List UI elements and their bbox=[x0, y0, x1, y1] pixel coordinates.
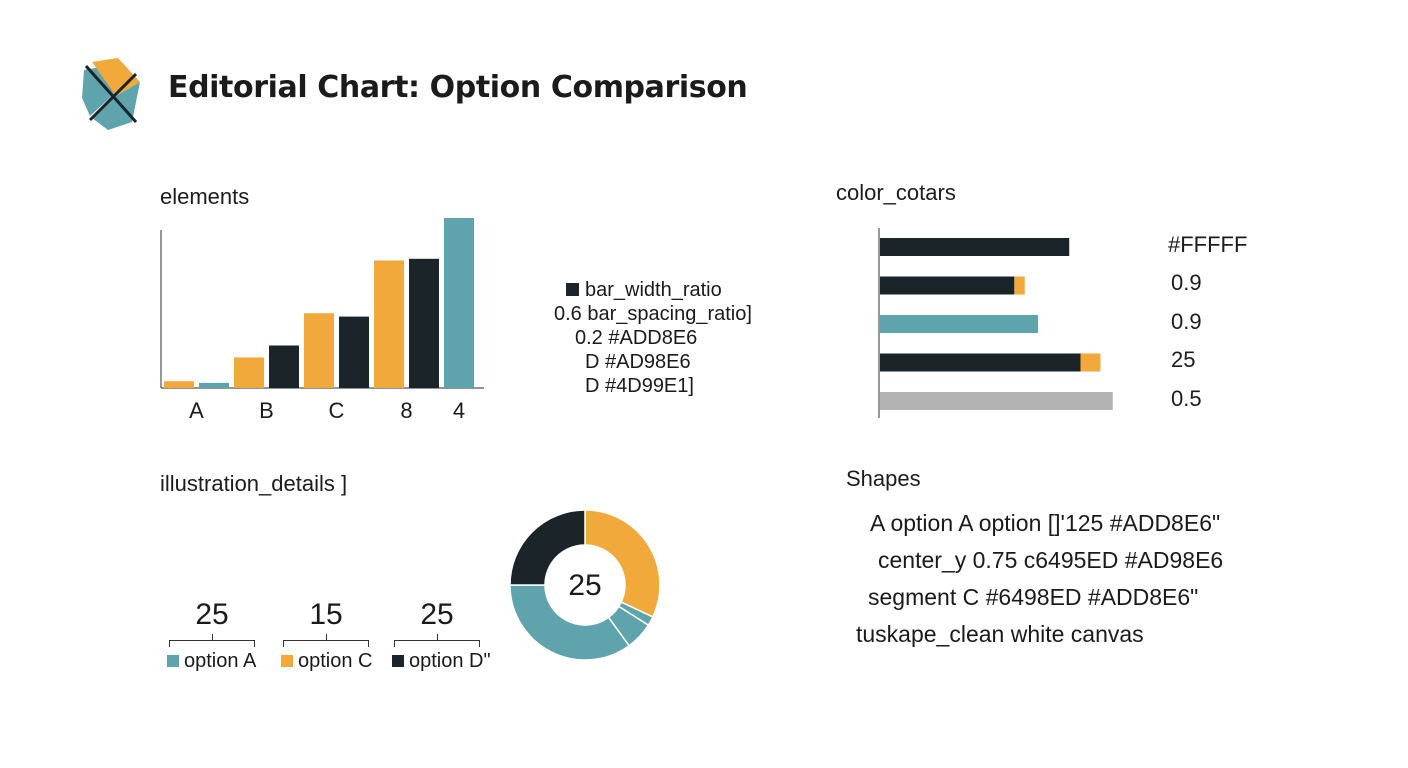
bar-C-dark bbox=[339, 316, 369, 388]
legend-line: D #AD98E6 bbox=[585, 351, 691, 373]
x-tick-label: B bbox=[259, 398, 274, 423]
legend-swatch bbox=[566, 283, 579, 296]
legend-line: bar_width_ratio bbox=[548, 278, 758, 302]
hbar-segment-teal bbox=[880, 315, 1039, 333]
shapes-line: tuskape_clean white canvas bbox=[856, 621, 1144, 647]
stat-option-c: 15 option C bbox=[281, 598, 381, 673]
elements-chart-label: elements bbox=[160, 184, 250, 209]
stat-swatch bbox=[281, 655, 293, 667]
hbar-segment-gray bbox=[880, 392, 1113, 410]
shapes-line: A option A option []'125 #ADD8E6" bbox=[870, 510, 1221, 536]
page-title: Editorial Chart: Option Comparison bbox=[168, 70, 748, 105]
legend-line: 0.2 #ADD8E6 bbox=[575, 327, 698, 349]
donut-slice-dark bbox=[509, 509, 586, 586]
bar-settings-legend: bar_width_ratio 0.6 bar_spacing_ratio] 0… bbox=[548, 278, 758, 398]
hbar-segment-dark bbox=[880, 276, 1015, 295]
logo-cross-line-1 bbox=[84, 65, 138, 123]
stat-legend: option A bbox=[167, 650, 267, 673]
stat-legend: option C bbox=[281, 650, 381, 673]
stat-legend: option D" bbox=[392, 650, 492, 673]
hbar-segment-orange bbox=[1014, 276, 1025, 295]
stat-label: option D" bbox=[409, 650, 491, 672]
hbar-segment-dark bbox=[880, 353, 1081, 372]
bar-A-teal bbox=[199, 382, 229, 388]
legend-line-text: bar_width_ratio bbox=[585, 279, 722, 301]
donut-chart: 25 bbox=[509, 509, 661, 661]
bar-4-teal bbox=[444, 218, 474, 388]
stat-label: option A bbox=[184, 650, 257, 672]
hbar-segment-orange bbox=[1080, 353, 1101, 372]
bar-B-dark bbox=[269, 345, 299, 388]
logo-cross-line-2 bbox=[88, 72, 138, 122]
bar-B-orange bbox=[234, 357, 264, 388]
logo bbox=[82, 58, 140, 130]
shapes-label: Shapes bbox=[846, 466, 921, 491]
hbar-value-label: 0.9 bbox=[1171, 270, 1202, 295]
bar-8-orange bbox=[374, 260, 404, 388]
stat-option-d: 25 option D" bbox=[392, 598, 492, 673]
stat-label: option C bbox=[298, 650, 373, 672]
stat-bracket bbox=[392, 634, 482, 648]
x-tick-label: C bbox=[329, 398, 345, 423]
stat-option-a: 25 option A bbox=[167, 598, 267, 673]
horizontal-bar-chart bbox=[878, 228, 1113, 418]
donut-slice-teal bbox=[509, 584, 631, 661]
bar-8-dark bbox=[409, 258, 439, 388]
shapes-line: segment C #6498ED #ADD8E6" bbox=[868, 584, 1199, 610]
shapes-line: center_y 0.75 c6495ED #AD98E6 bbox=[878, 547, 1224, 573]
stat-swatch bbox=[392, 655, 404, 667]
donut-center-label: 25 bbox=[568, 569, 601, 602]
x-tick-label: A bbox=[189, 398, 204, 423]
hbar-value-label: #FFFFF bbox=[1168, 232, 1248, 257]
bar-C-orange bbox=[304, 313, 334, 388]
legend-line: 0.6 bar_spacing_ratio] bbox=[554, 303, 752, 325]
bar-A-orange bbox=[164, 381, 194, 388]
logo-right-shape bbox=[92, 58, 140, 96]
stat-bracket bbox=[281, 634, 371, 648]
legend-line: D #4D99E1] bbox=[585, 375, 694, 397]
shapes-notes: A option A option []'125 #ADD8E6" center… bbox=[856, 505, 1223, 653]
stat-value: 25 bbox=[420, 598, 454, 631]
hbar-segment-dark bbox=[880, 238, 1070, 256]
color-chart-label: color_cotars bbox=[836, 180, 956, 205]
stat-swatch bbox=[167, 655, 179, 667]
x-tick-label: 8 bbox=[400, 398, 412, 423]
donut-slice-orange bbox=[584, 509, 661, 618]
stat-value: 25 bbox=[195, 598, 229, 631]
stat-value: 15 bbox=[309, 598, 343, 631]
hbar-value-label: 0.5 bbox=[1171, 386, 1202, 411]
hbar-value-label: 0.9 bbox=[1171, 309, 1202, 334]
stat-bracket bbox=[167, 634, 257, 648]
logo-bottom-shape bbox=[92, 82, 140, 130]
x-tick-label: 4 bbox=[453, 398, 465, 423]
illustration-label: illustration_details ] bbox=[160, 471, 348, 496]
vertical-bar-chart: A B C 8 4 bbox=[160, 218, 484, 423]
hbar-value-label: 25 bbox=[1171, 347, 1196, 372]
